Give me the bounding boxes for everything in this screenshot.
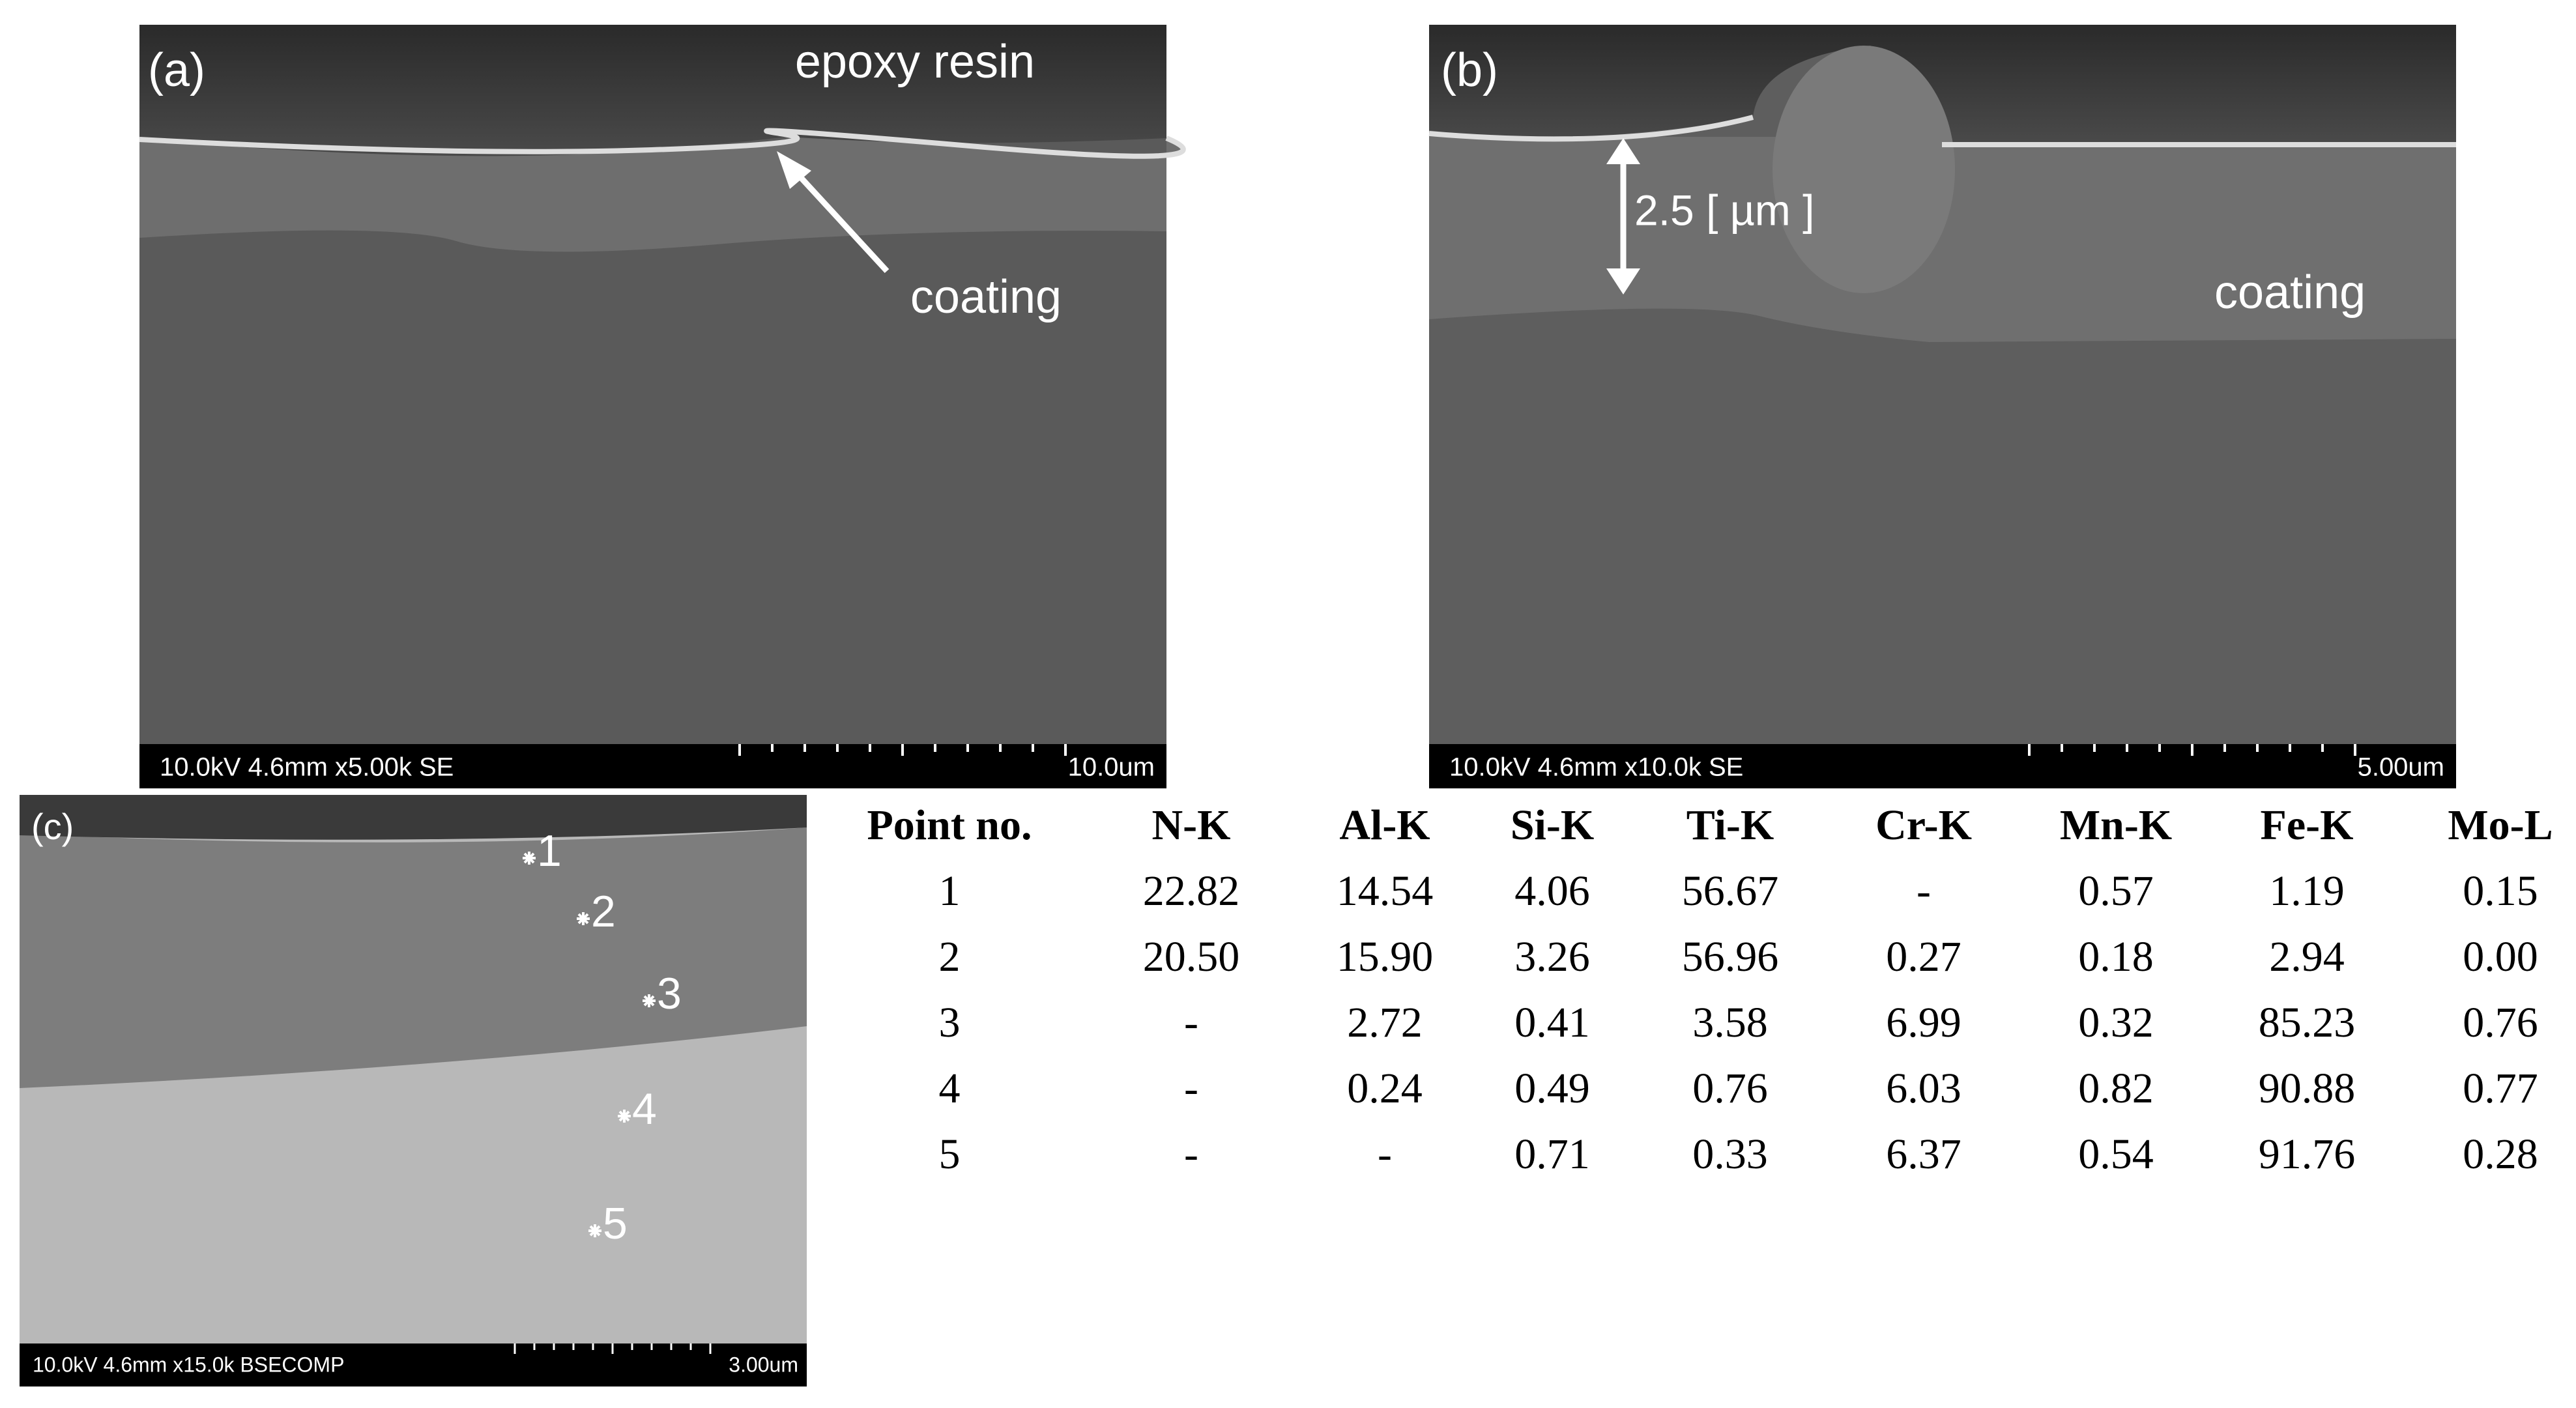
panel-label: (c) [31, 806, 74, 847]
point-label: 5 [603, 1199, 628, 1248]
scale: 3.00um [729, 1353, 798, 1376]
table-cell: - [1378, 1130, 1392, 1178]
scale-ticks [2028, 744, 2356, 756]
scale-ticks [738, 744, 1067, 756]
table-cell: 22.82 [1143, 867, 1240, 915]
table-cell: 3.58 [1692, 999, 1768, 1046]
table-cell: 91.76 [2259, 1130, 2356, 1178]
panel-label: (b) [1441, 44, 1498, 96]
resin [20, 795, 807, 840]
table-cell: 0.77 [2463, 1065, 2538, 1112]
info: 10.0kV 4.6mm x10.0k SE [1449, 753, 1743, 782]
annotation: coating [910, 271, 1062, 323]
coating-layer [20, 827, 807, 1088]
arrow-head [777, 151, 811, 189]
table-cell: 1 [939, 867, 961, 915]
table-header: Ti-K [1686, 801, 1774, 849]
annotation: 2.5 [ µm ] [1634, 186, 1814, 234]
table-cell: 0.32 [2078, 999, 2154, 1046]
point-label: 4 [632, 1084, 657, 1134]
edge [139, 128, 1186, 159]
table-header: Point no. [867, 801, 1032, 849]
coating-layer [139, 130, 1183, 252]
table-cell: - [1184, 999, 1198, 1046]
resin [1429, 25, 2456, 145]
point-label: 1 [537, 826, 562, 876]
info-bar [139, 744, 1166, 788]
table-cell: 0.27 [1886, 933, 1961, 981]
table-cell: 56.67 [1682, 867, 1779, 915]
table-header: Si-K [1511, 801, 1594, 849]
scale-ticks [514, 1343, 712, 1354]
annotation: coating [2214, 266, 2366, 319]
table-cell: - [1184, 1130, 1198, 1178]
edge [1428, 115, 2456, 147]
table-cell: 90.88 [2259, 1065, 2356, 1112]
table-header: N-K [1152, 801, 1231, 849]
panel-a: (a) epoxy resin coating 10.0kV 4.6mm x5.… [139, 25, 1186, 788]
table-cell: 0.24 [1347, 1065, 1423, 1112]
table-cell: 20.50 [1143, 933, 1240, 981]
table-cell: 6.03 [1886, 1065, 1961, 1112]
point-label: 2 [591, 887, 616, 936]
panel-label: (a) [148, 44, 205, 96]
annotation: epoxy resin [795, 36, 1035, 88]
table-header: Fe-K [2261, 801, 2354, 849]
info-bar [20, 1343, 807, 1386]
table-cell: 2.72 [1347, 999, 1423, 1046]
table-cell: - [1917, 867, 1931, 915]
resin [139, 25, 1166, 156]
table-cell: 85.23 [2259, 999, 2356, 1046]
table-cell: 0.28 [2463, 1130, 2538, 1178]
table-cell: 0.76 [1692, 1065, 1768, 1112]
point-marker [523, 852, 536, 865]
point-marker [577, 912, 590, 925]
table-cell: 0.18 [2078, 933, 2154, 981]
table-cell: 15.90 [1337, 933, 1434, 981]
particle [1773, 46, 1955, 293]
table-cell: 0.54 [2078, 1130, 2154, 1178]
coating-layer [1429, 137, 2456, 342]
table-cell: 0.00 [2463, 933, 2538, 981]
table-cell: 1.19 [2269, 867, 2345, 915]
point-marker [618, 1110, 631, 1123]
table-cell: 0.76 [2463, 999, 2538, 1046]
point-marker [643, 994, 656, 1007]
scale: 10.0um [1068, 753, 1155, 782]
point-marker [588, 1224, 601, 1237]
table-cell: 56.96 [1682, 933, 1779, 981]
info: 10.0kV 4.6mm x5.00k SE [160, 753, 454, 782]
table-cell: 0.41 [1514, 999, 1590, 1046]
table-cell: 6.37 [1886, 1130, 1961, 1178]
point-label: 3 [657, 969, 682, 1018]
table-cell: 0.15 [2463, 867, 2538, 915]
panel-c: (c) 10.0kV 4.6mm x15.0k BSECOMP 3.00um [20, 795, 807, 1386]
table-cell: 0.33 [1692, 1130, 1768, 1178]
arrow [786, 162, 890, 274]
table-cell: 6.99 [1886, 999, 1961, 1046]
table-cell: 3 [939, 999, 961, 1046]
table-header: Mo-L [2448, 801, 2553, 849]
table-cell: 3.26 [1514, 933, 1590, 981]
table-cell: 2 [939, 933, 961, 981]
table-header: Cr-K [1875, 801, 1972, 849]
table-cell: 4.06 [1514, 867, 1590, 915]
table-cell: 14.54 [1337, 867, 1434, 915]
table-cell: 0.82 [2078, 1065, 2154, 1112]
panel-b: (b) 2.5 [ µm ] coating 10.0kV 4.6mm x10.… [1428, 25, 2456, 788]
table-cell: 0.49 [1514, 1065, 1590, 1112]
table-cell: - [1184, 1065, 1198, 1112]
table-cell: 0.57 [2078, 867, 2154, 915]
table-cell: 4 [939, 1065, 961, 1112]
table-cell: 0.71 [1514, 1130, 1590, 1178]
table-cell: 2.94 [2269, 933, 2345, 981]
table-header: Mn-K [2060, 801, 2172, 849]
info: 10.0kV 4.6mm x15.0k BSECOMP [33, 1353, 344, 1376]
table-cell: 5 [939, 1130, 961, 1178]
scale: 5.00um [2358, 753, 2444, 782]
info-bar [1429, 744, 2456, 788]
table-header: Al-K [1339, 801, 1430, 849]
